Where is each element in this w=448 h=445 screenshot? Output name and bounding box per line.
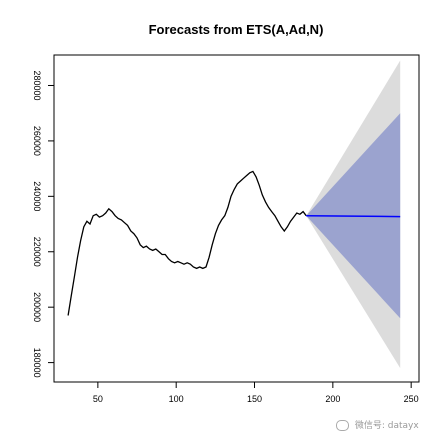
x-tick-label: 50	[93, 394, 103, 404]
point-forecast-line	[306, 214, 401, 218]
y-tick-label: 240000	[32, 181, 42, 211]
x-tick-label: 200	[325, 394, 340, 404]
wechat-icon	[336, 420, 349, 431]
x-tick-label: 100	[169, 394, 184, 404]
watermark: 微信号: datayx	[336, 418, 419, 431]
series-lines	[67, 170, 401, 316]
y-tick-label: 180000	[32, 348, 42, 378]
watermark-text: 微信号: datayx	[354, 421, 419, 431]
x-axis: 50 100 150 200 250	[93, 381, 419, 404]
forecast-intervals	[306, 60, 401, 369]
y-tick-label: 200000	[32, 292, 42, 322]
y-axis: 180000 200000 220000 240000 260000 280000	[32, 70, 55, 378]
x-tick-label: 150	[247, 394, 262, 404]
chart-title: Forecasts from ETS(A,Ad,N)	[149, 22, 324, 37]
y-tick-label: 280000	[32, 70, 42, 100]
history-line	[67, 170, 307, 316]
y-tick-label: 260000	[32, 126, 42, 156]
y-tick-label: 220000	[32, 237, 42, 267]
x-tick-label: 250	[404, 394, 419, 404]
